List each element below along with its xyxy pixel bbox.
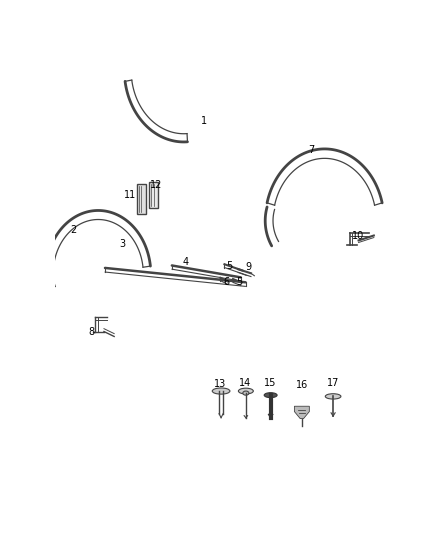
Text: 9: 9 xyxy=(246,262,252,272)
Text: 16: 16 xyxy=(296,380,308,390)
Text: 7: 7 xyxy=(308,145,314,155)
Text: 2: 2 xyxy=(70,225,77,235)
Text: 5: 5 xyxy=(237,277,243,287)
Text: 15: 15 xyxy=(264,378,276,388)
Text: 10: 10 xyxy=(353,231,365,241)
Text: 4: 4 xyxy=(182,257,188,267)
Text: 17: 17 xyxy=(327,378,339,388)
Text: 5: 5 xyxy=(226,261,233,271)
Text: 12: 12 xyxy=(150,180,162,190)
Ellipse shape xyxy=(325,394,341,399)
Text: 6: 6 xyxy=(223,277,229,287)
Text: 1: 1 xyxy=(201,116,207,126)
Text: 11: 11 xyxy=(124,190,136,200)
FancyBboxPatch shape xyxy=(149,182,158,208)
Ellipse shape xyxy=(212,388,230,394)
Text: 8: 8 xyxy=(88,327,95,336)
Polygon shape xyxy=(294,406,309,418)
Text: 3: 3 xyxy=(120,239,126,249)
Text: 13: 13 xyxy=(214,379,226,389)
Ellipse shape xyxy=(243,391,249,395)
Ellipse shape xyxy=(264,393,277,398)
Ellipse shape xyxy=(238,388,253,394)
Text: 14: 14 xyxy=(240,378,252,388)
FancyBboxPatch shape xyxy=(137,184,146,214)
